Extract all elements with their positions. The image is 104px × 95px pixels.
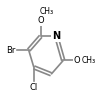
Text: CH₃: CH₃ bbox=[40, 7, 54, 16]
Text: Br: Br bbox=[6, 46, 16, 55]
Text: O: O bbox=[37, 16, 44, 25]
Text: Cl: Cl bbox=[30, 83, 38, 92]
Text: CH₃: CH₃ bbox=[81, 56, 95, 65]
Text: N: N bbox=[52, 31, 60, 41]
Text: O: O bbox=[74, 56, 80, 65]
